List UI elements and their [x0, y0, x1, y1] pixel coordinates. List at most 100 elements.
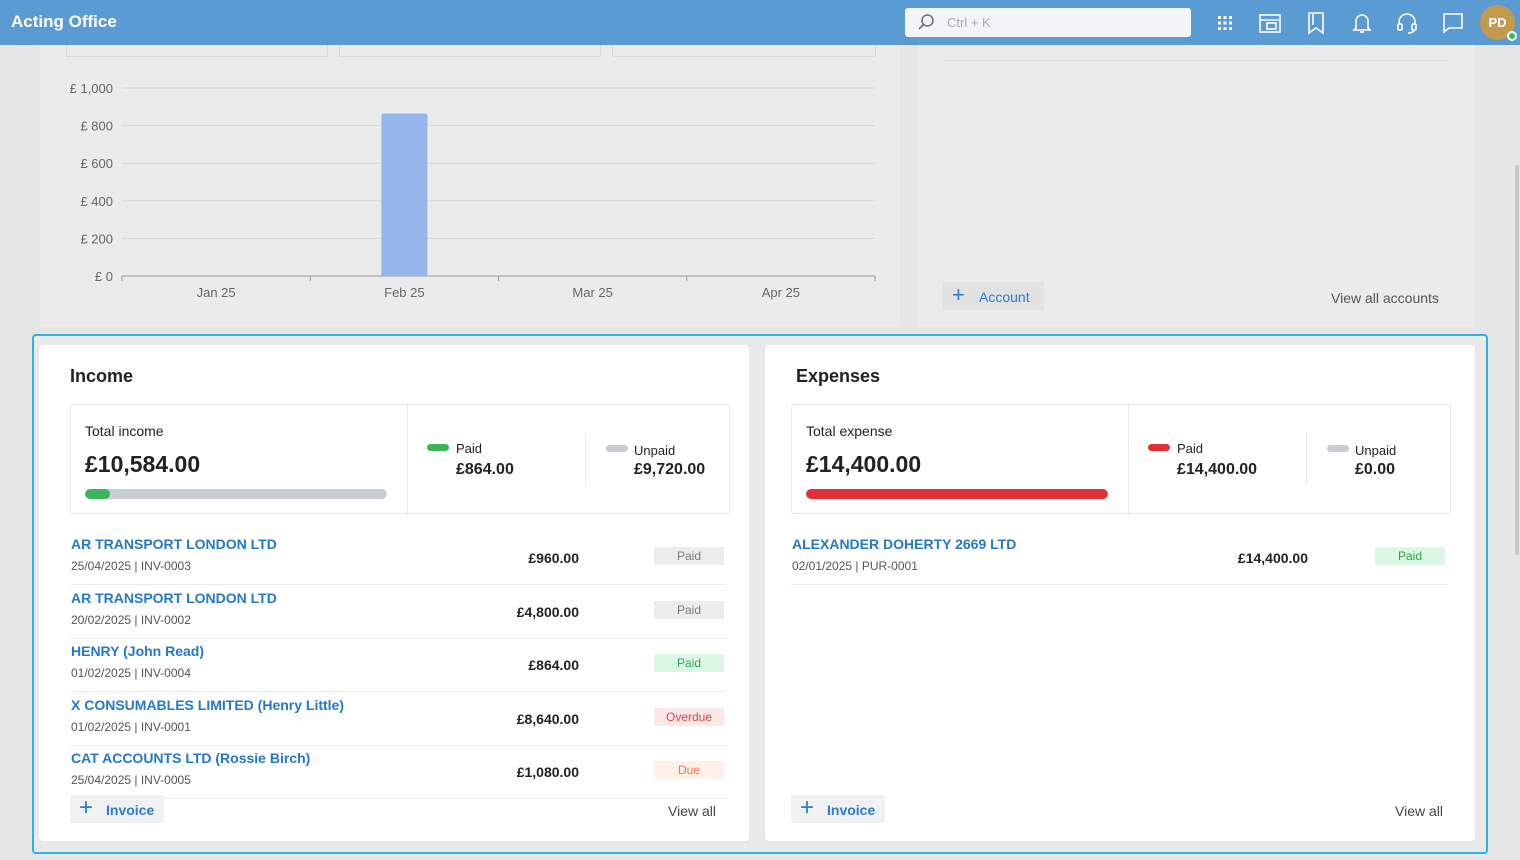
divider [585, 433, 586, 485]
x-tick-label: Jan 25 [197, 285, 236, 300]
online-status-dot [1507, 31, 1517, 41]
y-tick-label: £ 800 [80, 119, 113, 134]
y-tick-label: £ 0 [95, 269, 113, 284]
status-badge: Overdue [654, 707, 724, 726]
divider [943, 60, 1448, 61]
x-tick-label: Feb 25 [384, 285, 424, 300]
calendar-icon[interactable] [1258, 11, 1282, 35]
chart-bar[interactable] [381, 113, 428, 277]
add-invoice-button[interactable]: + Invoice [70, 795, 164, 823]
add-account-label: Account [979, 289, 1030, 305]
divider [1128, 405, 1129, 513]
invoice-meta: 20/02/2025 | INV-0002 [71, 612, 191, 627]
expense-paid-fill [806, 489, 1108, 499]
invoice-meta: 01/02/2025 | INV-0001 [71, 719, 191, 734]
status-badge: Paid [1375, 547, 1445, 565]
paid-label: Paid [456, 441, 483, 456]
unpaid-value: £9,720.00 [634, 461, 706, 478]
summary-tab-stub-3 [612, 45, 876, 57]
search-input[interactable]: Ctrl + K [905, 8, 1191, 37]
total-income-label: Total income [85, 423, 164, 439]
headset-icon[interactable] [1395, 11, 1419, 35]
divider [1306, 433, 1307, 485]
table-row[interactable]: X CONSUMABLES LIMITED (Henry Little) 01/0… [70, 692, 726, 746]
x-tick-label: Apr 25 [762, 285, 800, 300]
summary-tab-stub-2 [339, 45, 601, 57]
paid-value: £864.00 [456, 461, 514, 478]
expenses-card: Expenses Total expense £14,400.00 Paid £… [765, 345, 1475, 841]
invoice-meta: 25/04/2025 | INV-0003 [71, 559, 191, 573]
status-badge: Paid [654, 547, 724, 565]
view-all-accounts-link[interactable]: View all accounts [1331, 290, 1439, 306]
invoice-amount: £8,640.00 [516, 710, 579, 727]
unpaid-legend-dot [606, 445, 628, 452]
income-title: Income [70, 366, 134, 386]
status-badge: Due [654, 761, 724, 779]
y-tick-label: £ 600 [80, 156, 113, 171]
paid-legend-dot [1148, 444, 1170, 451]
contact-name-link[interactable]: X CONSUMABLES LIMITED (Henry Little) [71, 696, 345, 713]
search-icon [918, 14, 934, 30]
page-scrollbar[interactable] [1515, 165, 1519, 555]
plus-icon: + [952, 282, 965, 307]
paid-label: Paid [1177, 441, 1204, 456]
table-row[interactable]: AR TRANSPORT LONDON LTD 20/02/2025 | INV-… [70, 585, 726, 639]
invoice-meta: 02/01/2025 | PUR-0001 [792, 559, 918, 573]
income-bar-chart: £ 0 £ 200 £ 400 £ 600 £ 800 £ 1,000 Jan 25 Feb… [70, 81, 876, 300]
invoice-meta: 01/02/2025 | INV-0004 [71, 666, 191, 680]
contact-name-link[interactable]: ALEXANDER DOHERTY 2669 LTD [792, 536, 1017, 552]
divider [407, 405, 408, 513]
plus-icon: + [79, 794, 94, 821]
view-all-expenses-link[interactable]: View all [1395, 803, 1443, 819]
invoice-amount: £14,400.00 [1237, 550, 1308, 566]
invoice-amount: £4,800.00 [516, 603, 579, 620]
table-row[interactable]: HENRY (John Read) 01/02/2025 | INV-0004 £8… [70, 638, 726, 692]
total-expense-label: Total expense [806, 423, 893, 439]
invoice-amount: £1,080.00 [516, 764, 579, 780]
expense-progress-bar [806, 489, 1108, 499]
plus-icon: + [800, 794, 815, 821]
bookmark-icon[interactable] [1304, 11, 1328, 35]
unpaid-label: Unpaid [634, 443, 676, 458]
unpaid-value: £0.00 [1355, 461, 1396, 478]
add-purchase-invoice-button[interactable]: + Invoice [791, 795, 885, 823]
contact-name-link[interactable]: CAT ACCOUNTS LTD (Rossie Birch) [71, 750, 311, 766]
invoice-amount: £864.00 [528, 657, 579, 673]
paid-value: £14,400.00 [1177, 461, 1258, 478]
expenses-title: Expenses [796, 366, 881, 386]
y-tick-label: £ 1,000 [70, 81, 113, 96]
table-row[interactable]: CAT ACCOUNTS LTD (Rossie Birch) 25/04/202… [70, 745, 726, 799]
contact-name-link[interactable]: AR TRANSPORT LONDON LTD [71, 589, 277, 606]
unpaid-legend-dot [1327, 445, 1349, 452]
income-summary: Total income £10,584.00 Paid £864.00 Unp… [70, 404, 730, 514]
status-badge: Paid [654, 654, 724, 672]
bell-icon[interactable] [1350, 11, 1374, 35]
total-income-value: £10,584.00 [85, 451, 201, 477]
add-account-button[interactable]: + Account [942, 282, 1044, 310]
chat-icon[interactable] [1441, 11, 1465, 35]
status-badge: Paid [654, 600, 724, 619]
accounts-panel [918, 45, 1474, 327]
contact-name-link[interactable]: HENRY (John Read) [71, 643, 205, 659]
table-row[interactable]: AR TRANSPORT LONDON LTD 25/04/2025 | INV-… [70, 531, 726, 585]
total-expense-value: £14,400.00 [806, 451, 922, 477]
y-tick-label: £ 400 [80, 194, 113, 209]
add-invoice-label: Invoice [827, 802, 876, 818]
unpaid-label: Unpaid [1355, 443, 1397, 458]
expenses-summary: Total expense £14,400.00 Paid £14,400.00… [791, 404, 1451, 514]
chart-panel [40, 45, 900, 327]
y-tick-label: £ 200 [80, 231, 113, 246]
income-card: Income Total income £10,584.00 Paid £864… [39, 345, 749, 841]
search-placeholder: Ctrl + K [947, 15, 991, 30]
app-title[interactable]: Acting Office [11, 12, 117, 31]
apps-grid-icon[interactable] [1213, 11, 1237, 35]
income-progress-bar [85, 489, 387, 499]
summary-tab-stub-1 [66, 45, 328, 57]
view-all-income-link[interactable]: View all [668, 803, 716, 819]
invoice-amount: £960.00 [528, 550, 579, 566]
income-paid-fill [85, 489, 110, 499]
top-bar: Acting Office Ctrl + K PD [0, 0, 1520, 45]
contact-name-link[interactable]: AR TRANSPORT LONDON LTD [71, 536, 277, 552]
paid-legend-dot [427, 444, 449, 451]
table-row[interactable]: ALEXANDER DOHERTY 2669 LTD 02/01/2025 | P… [791, 531, 1447, 585]
